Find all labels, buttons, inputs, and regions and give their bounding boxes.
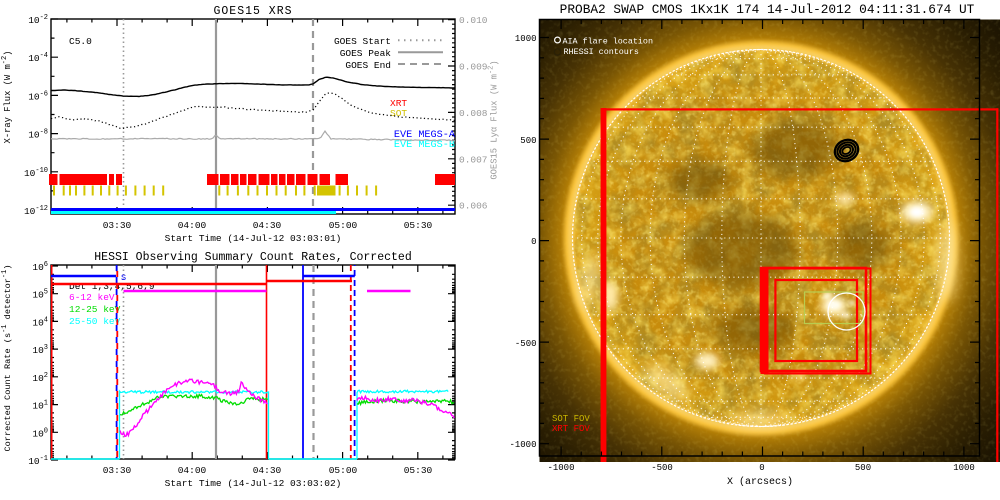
svg-text:05:30: 05:30 bbox=[404, 465, 433, 476]
svg-text:GOES Start: GOES Start bbox=[334, 36, 391, 47]
svg-text:-1000: -1000 bbox=[509, 440, 536, 450]
svg-text:106: 106 bbox=[32, 261, 48, 273]
svg-text:1000: 1000 bbox=[515, 34, 537, 44]
svg-text:104: 104 bbox=[32, 316, 48, 328]
svg-text:PROBA2 SWAP CMOS 1Kx1K 174 14-: PROBA2 SWAP CMOS 1Kx1K 174 14-Jul-2012 0… bbox=[560, 2, 975, 17]
svg-text:S: S bbox=[121, 273, 126, 283]
svg-text:C5.0: C5.0 bbox=[69, 36, 92, 47]
svg-text:0.006: 0.006 bbox=[459, 201, 488, 212]
svg-text:10-12: 10-12 bbox=[24, 205, 48, 217]
svg-text:-500: -500 bbox=[515, 339, 537, 349]
svg-text:SOT FOV: SOT FOV bbox=[552, 414, 590, 424]
svg-text:0: 0 bbox=[531, 237, 536, 247]
svg-text:10-6: 10-6 bbox=[28, 90, 48, 102]
svg-text:12-25 keV: 12-25 keV bbox=[69, 304, 121, 315]
svg-text:03:30: 03:30 bbox=[103, 465, 132, 476]
svg-text:SOT: SOT bbox=[390, 108, 407, 119]
svg-text:05:00: 05:00 bbox=[329, 220, 358, 231]
svg-text:EVE MEGS-A: EVE MEGS-A bbox=[394, 130, 456, 141]
svg-text:Corrected Count Rate (s-1 dete: Corrected Count Rate (s-1 detector-1) bbox=[1, 264, 13, 451]
svg-text:101: 101 bbox=[32, 400, 48, 412]
svg-text:XRT FOV: XRT FOV bbox=[552, 424, 590, 434]
svg-text:GOES End: GOES End bbox=[345, 60, 391, 71]
svg-text:-1000: -1000 bbox=[547, 463, 574, 473]
svg-text:X-ray Flux (W m-2): X-ray Flux (W m-2) bbox=[1, 51, 13, 144]
svg-text:Det 1,3,4,5,6,9: Det 1,3,4,5,6,9 bbox=[69, 281, 155, 292]
svg-text:0.008: 0.008 bbox=[459, 108, 488, 119]
svg-text:10-2: 10-2 bbox=[28, 14, 48, 26]
svg-text:500: 500 bbox=[520, 136, 536, 146]
svg-text:0.010: 0.010 bbox=[459, 15, 488, 26]
svg-text:04:00: 04:00 bbox=[178, 220, 207, 231]
svg-text:10-10: 10-10 bbox=[24, 167, 48, 179]
svg-text:-500: -500 bbox=[651, 463, 673, 473]
svg-text:05:00: 05:00 bbox=[329, 465, 358, 476]
svg-text:25-50 keV: 25-50 keV bbox=[69, 316, 121, 327]
svg-text:X (arcsecs): X (arcsecs) bbox=[727, 476, 793, 488]
svg-text:0.007: 0.007 bbox=[459, 154, 488, 165]
svg-text:AIA flare location: AIA flare location bbox=[563, 37, 653, 47]
svg-text:10-8: 10-8 bbox=[28, 129, 48, 141]
svg-text:1000: 1000 bbox=[953, 463, 975, 473]
svg-text:04:30: 04:30 bbox=[253, 465, 282, 476]
svg-text:6-12 keV: 6-12 keV bbox=[69, 292, 115, 303]
svg-text:Start Time (14-Jul-12 03:03:02: Start Time (14-Jul-12 03:03:02) bbox=[165, 478, 342, 489]
svg-text:10-4: 10-4 bbox=[28, 52, 48, 64]
svg-text:500: 500 bbox=[855, 463, 871, 473]
svg-text:04:00: 04:00 bbox=[178, 465, 207, 476]
svg-text:GOES15 Lyα Flux (W m-2): GOES15 Lyα Flux (W m-2) bbox=[488, 60, 500, 179]
svg-text:RHESSI contours: RHESSI contours bbox=[564, 47, 639, 57]
svg-text:GOES15 XRS: GOES15 XRS bbox=[213, 5, 292, 18]
svg-text:103: 103 bbox=[32, 344, 48, 356]
svg-text:102: 102 bbox=[32, 372, 48, 384]
svg-text:105: 105 bbox=[32, 289, 48, 301]
svg-text:GOES Peak: GOES Peak bbox=[340, 48, 392, 59]
svg-text:04:30: 04:30 bbox=[253, 220, 282, 231]
svg-text:Start Time (14-Jul-12 03:03:01: Start Time (14-Jul-12 03:03:01) bbox=[165, 233, 342, 244]
svg-text:05:30: 05:30 bbox=[404, 220, 433, 231]
svg-text:HESSI Observing Summary Count: HESSI Observing Summary Count Rates, Cor… bbox=[94, 251, 411, 264]
svg-text:100: 100 bbox=[32, 427, 48, 439]
svg-text:0.009: 0.009 bbox=[459, 62, 488, 73]
svg-text:0: 0 bbox=[759, 463, 764, 473]
svg-text:03:30: 03:30 bbox=[103, 220, 132, 231]
svg-text:10-1: 10-1 bbox=[28, 455, 48, 467]
svg-text:EVE MEGS-B: EVE MEGS-B bbox=[394, 140, 455, 151]
svg-text:XRT: XRT bbox=[390, 98, 407, 109]
